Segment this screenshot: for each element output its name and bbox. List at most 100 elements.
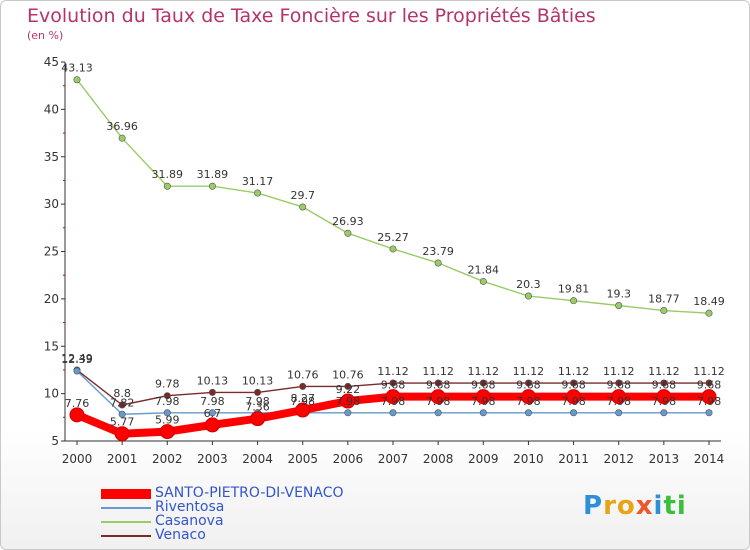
series-point-3 [344,382,352,390]
x-tick-label: 2013 [649,452,680,466]
data-label-1: 7.98 [245,395,270,408]
proxiti-logo: Proxiti [583,491,687,521]
legend-swatch [101,521,151,523]
data-label-2: 25.27 [377,231,409,244]
series-point-2 [389,245,397,253]
legend-swatch [101,535,151,537]
series-point-2 [163,182,171,190]
x-tick-label: 2009 [468,452,499,466]
data-label-2: 26.93 [332,215,364,228]
legend-item: Venaco [101,527,421,543]
series-point-1 [208,409,216,417]
chart-title: Evolution du Taux de Taxe Foncière sur l… [27,5,596,27]
series-line-2 [76,79,710,314]
series-point-3 [524,379,532,387]
y-tick-label: 10 [44,387,59,401]
data-label-0: 9.68 [561,379,586,392]
data-label-1: 7.98 [381,395,406,408]
data-label-0: 9.68 [652,379,677,392]
x-tick-label: 2014 [694,452,725,466]
data-label-0: 7.76 [65,397,90,410]
data-label-1: 7.98 [652,395,677,408]
data-label-2: 31.89 [152,168,184,181]
series-point-0 [204,417,220,433]
data-label-1: 7.98 [606,395,631,408]
series-point-2 [705,309,713,317]
series-point-2 [299,203,307,211]
y-tick-label: 25 [44,245,59,259]
data-label-3: 11.12 [603,365,635,378]
data-label-0: 7.36 [245,401,270,414]
data-label-2: 20.3 [516,278,541,291]
x-tick-label: 2002 [152,452,183,466]
x-tick-label: 2012 [603,452,634,466]
series-point-2 [615,302,623,310]
legend-item: SANTO-PIETRO-DI-VENACO [101,485,421,501]
data-label-1: 7.98 [471,395,496,408]
series-point-0 [475,389,491,405]
legend-label: Venaco [155,527,206,543]
y-tick-label: 5 [51,434,59,448]
series-point-0 [656,389,672,405]
series-point-0 [520,389,536,405]
x-tick-label: 2004 [242,452,273,466]
series-point-3 [254,388,262,396]
series-point-1 [118,410,126,418]
series-point-2 [208,182,216,190]
series-point-3 [389,379,397,387]
data-label-0: 9.68 [606,379,631,392]
data-label-2: 29.7 [290,189,315,202]
series-point-1 [524,409,532,417]
series-point-3 [163,392,171,400]
data-label-1: 7.98 [200,395,225,408]
data-label-3: 11.12 [422,365,454,378]
series-point-0 [385,389,401,405]
data-label-0: 6.7 [204,407,222,420]
data-label-0: 9.68 [381,379,406,392]
legend-label: SANTO-PIETRO-DI-VENACO [155,485,344,501]
data-label-2: 18.49 [693,295,725,308]
y-tick-label: 20 [44,292,59,306]
data-label-3: 11.12 [558,365,590,378]
series-point-2 [344,229,352,237]
data-label-2: 36.96 [106,120,138,133]
series-point-3 [434,379,442,387]
data-label-3: 10.13 [242,374,274,387]
series-point-0 [114,426,130,442]
series-point-3 [705,379,713,387]
series-point-1 [73,367,81,375]
x-tick-label: 2008 [423,452,454,466]
y-tick-label: 35 [44,150,59,164]
series-point-1 [389,409,397,417]
series-point-2 [570,297,578,305]
x-tick-label: 2006 [333,452,364,466]
data-label-3: 12.49 [61,352,93,365]
data-label-3: 11.12 [693,365,725,378]
data-label-1: 7.98 [561,395,586,408]
series-point-3 [299,382,307,390]
x-tick-label: 2000 [62,452,93,466]
legend-item: Riventosa [101,500,421,515]
series-point-2 [118,134,126,142]
x-tick-label: 2001 [107,452,138,466]
series-point-1 [434,409,442,417]
series-point-1 [570,409,578,417]
data-label-0: 9.68 [697,379,722,392]
series-point-3 [660,379,668,387]
data-label-2: 31.17 [242,175,274,188]
data-label-0: 9.68 [426,379,451,392]
series-point-0 [340,393,356,409]
data-label-3: 10.76 [287,368,319,381]
data-label-0: 9.22 [336,383,361,396]
data-label-2: 21.84 [468,263,500,276]
series-point-1 [163,409,171,417]
series-point-3 [615,379,623,387]
legend-label: Casanova [155,513,224,529]
legend-swatch [101,507,151,509]
data-label-3: 9.78 [155,378,180,391]
data-label-0: 5.99 [155,414,180,427]
legend-swatch [101,489,151,499]
data-label-0: 9.68 [471,379,496,392]
data-label-3: 10.13 [197,374,229,387]
series-point-1 [660,409,668,417]
